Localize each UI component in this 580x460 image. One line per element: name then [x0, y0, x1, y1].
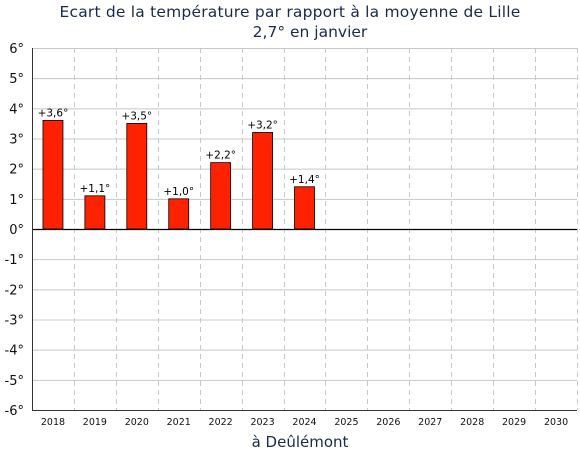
y-tick-label: 4° [9, 102, 24, 117]
y-tick-label: 3° [9, 133, 24, 148]
y-tick-label: -3° [5, 314, 24, 329]
x-tick-label: 2021 [167, 417, 191, 428]
x-tick-label: 2026 [376, 417, 400, 428]
bar-data-label: +2,2° [205, 150, 236, 162]
x-tick-label: 2018 [41, 417, 65, 428]
y-tick-label: -6° [5, 404, 24, 419]
y-tick-label: 5° [9, 72, 24, 87]
x-tick-label: 2025 [334, 417, 358, 428]
bar [168, 198, 190, 230]
x-tick-label: 2019 [83, 417, 107, 428]
chart-title: Ecart de la température par rapport à la… [59, 3, 521, 21]
bar-data-label: +3,5° [121, 110, 152, 122]
bar-data-label: +3,6° [38, 107, 69, 119]
bar-data-label: +1,1° [80, 183, 111, 195]
bar [252, 132, 273, 230]
bar-data-label: +3,2° [247, 119, 278, 131]
y-tick-label: -1° [5, 253, 24, 268]
x-tick-label: 2027 [418, 417, 442, 428]
bar-data-label: +1,4° [289, 174, 320, 186]
bar [126, 123, 148, 230]
x-tick-label: 2029 [502, 417, 526, 428]
y-tick-label: -2° [5, 283, 24, 298]
x-tick-label: 2028 [460, 417, 484, 428]
y-tick-label: 1° [9, 193, 24, 208]
x-tick-label: 2020 [125, 417, 149, 428]
bar [294, 186, 315, 230]
y-tick-label: -5° [5, 374, 24, 389]
y-tick-label: -4° [5, 344, 24, 359]
x-tick-label: 2030 [544, 417, 568, 428]
chart-subtitle: 2,7° en janvier [252, 23, 368, 41]
bar [84, 195, 106, 230]
x-axis-label: à Deûlémont [251, 433, 349, 451]
y-tick-label: 2° [9, 163, 24, 178]
y-tick-label: 0° [9, 223, 24, 238]
y-tick-label: 6° [9, 42, 24, 57]
bar-data-label: +1,0° [163, 186, 194, 198]
bar [42, 120, 64, 230]
x-tick-label: 2022 [209, 417, 233, 428]
bar [210, 162, 232, 230]
x-tick-label: 2023 [250, 417, 274, 428]
x-tick-label: 2024 [292, 417, 316, 428]
